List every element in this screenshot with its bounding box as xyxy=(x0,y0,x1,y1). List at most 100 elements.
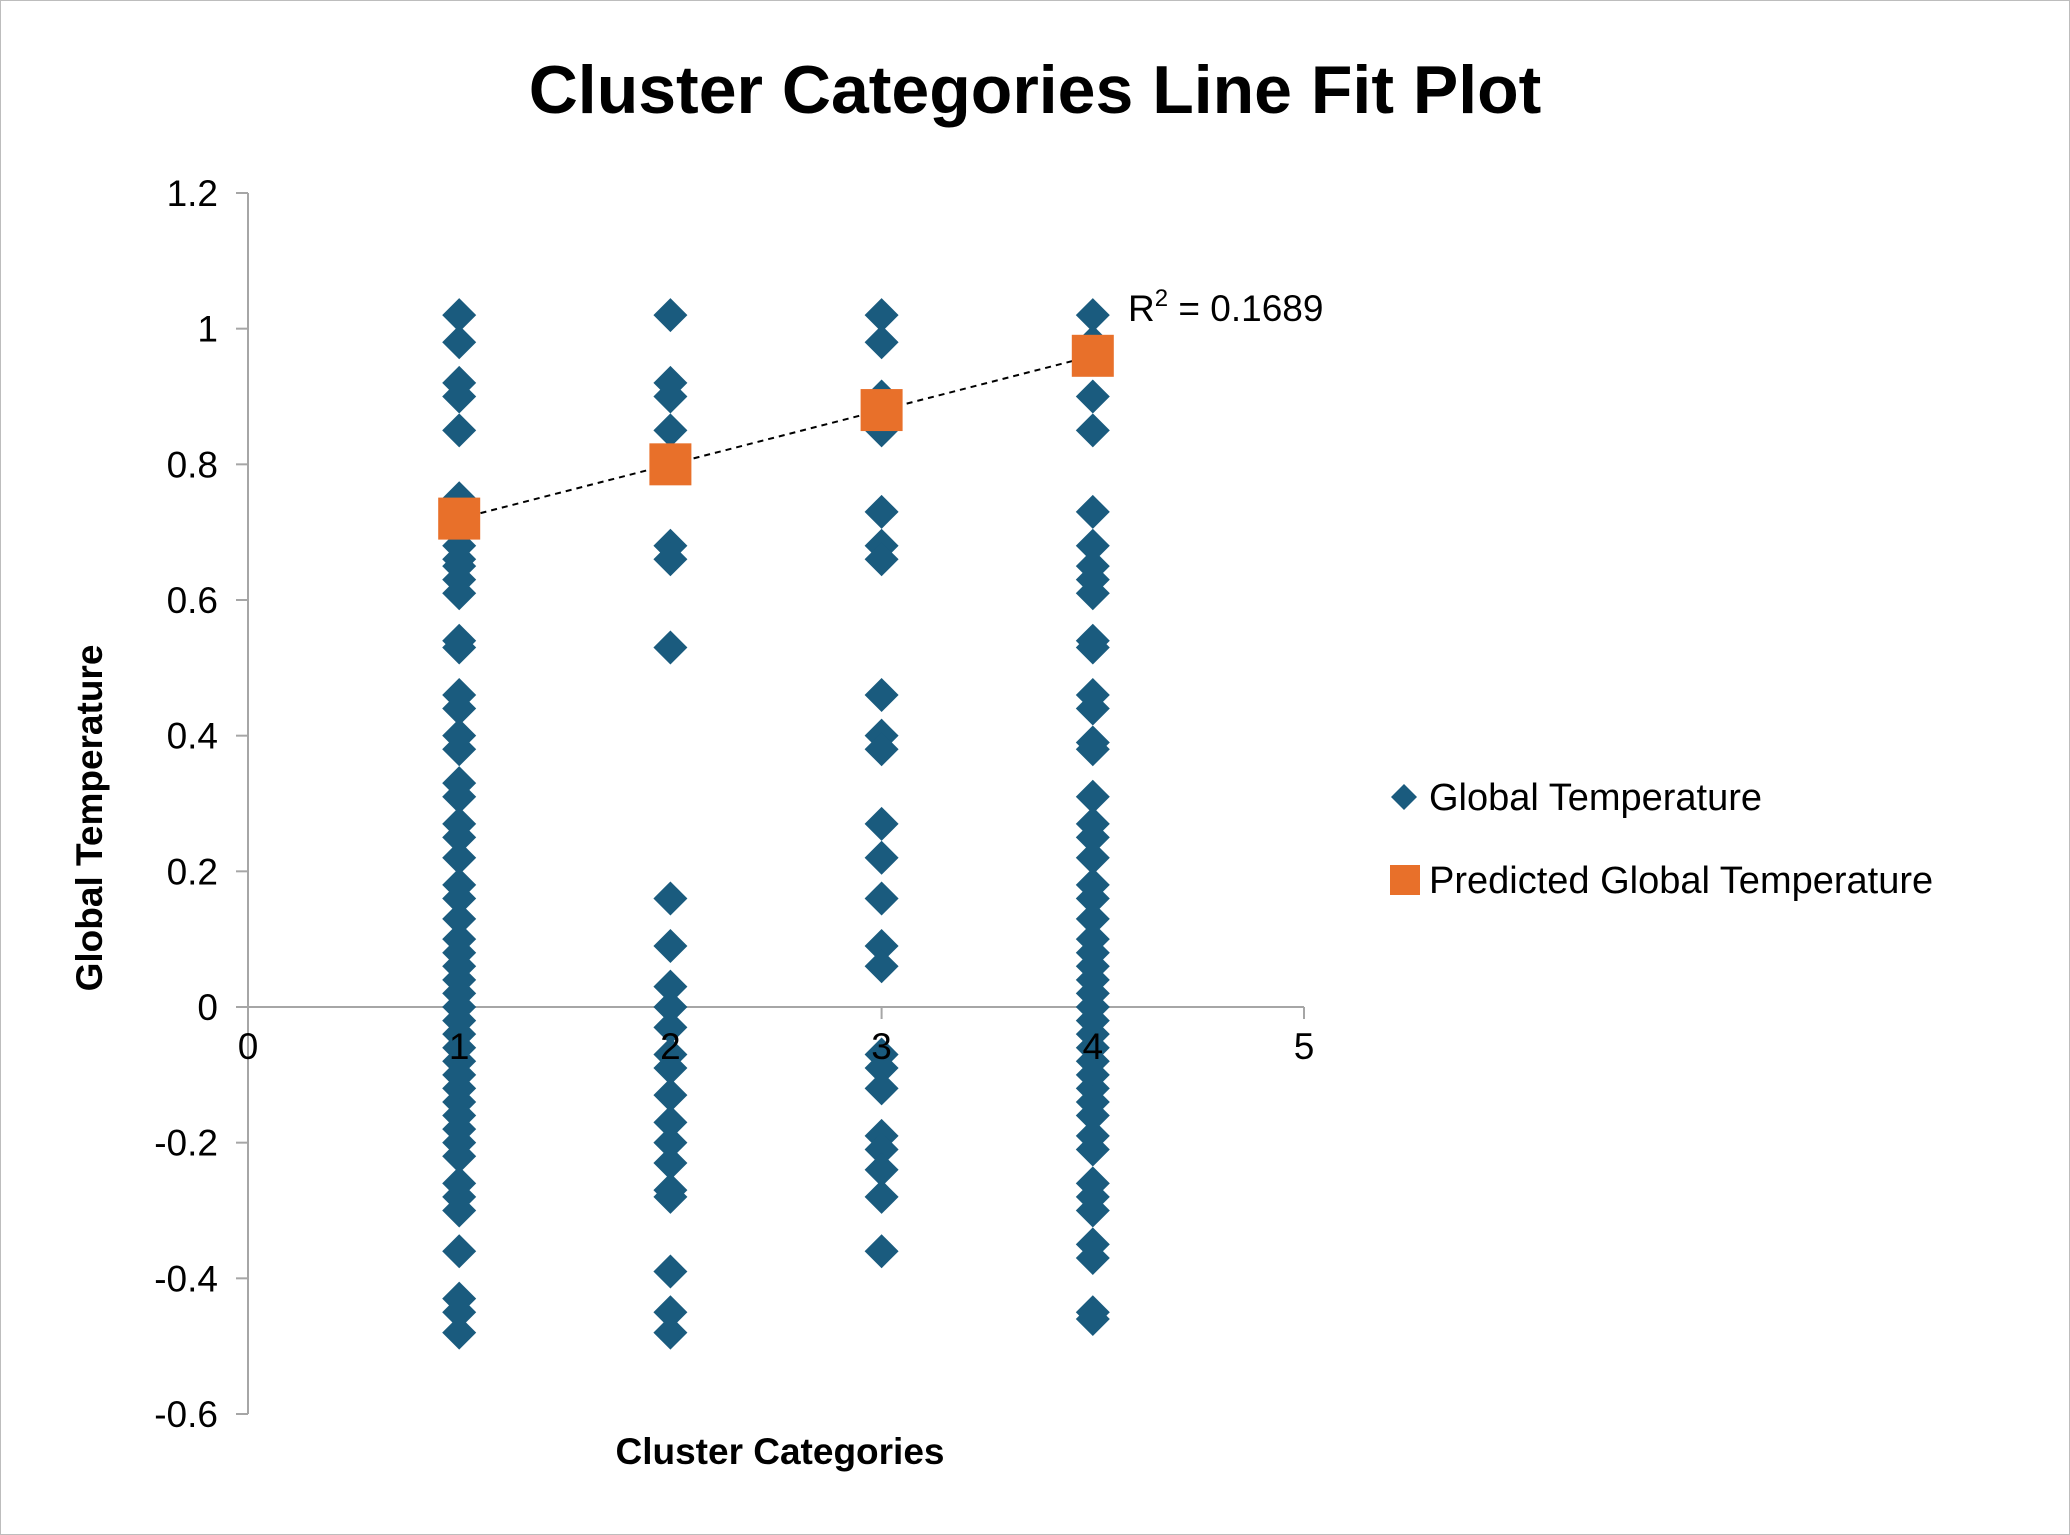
data-point-global-temperature xyxy=(442,1315,477,1350)
x-tick-label: 2 xyxy=(660,1026,681,1067)
x-tick-label: 5 xyxy=(1294,1026,1315,1067)
data-point-global-temperature xyxy=(1075,630,1110,665)
data-point-global-temperature xyxy=(1075,1193,1110,1228)
legend: Global Temperature Predicted Global Tempe… xyxy=(1390,777,1933,902)
data-point-global-temperature xyxy=(1075,413,1110,448)
data-point-global-temperature xyxy=(864,1071,899,1106)
legend-marker-global-temperature xyxy=(1391,784,1417,810)
data-point-global-temperature xyxy=(1075,901,1110,936)
data-point-global-temperature xyxy=(442,1295,477,1330)
data-point-predicted-temperature xyxy=(438,497,481,540)
x-tick-label: 3 xyxy=(871,1026,892,1067)
data-point-predicted-temperature xyxy=(649,443,692,486)
data-point-global-temperature xyxy=(864,542,899,577)
data-point-global-temperature xyxy=(653,379,688,414)
chart-title: Cluster Categories Line Fit Plot xyxy=(529,52,1542,128)
x-axis-title: Cluster Categories xyxy=(616,1431,945,1472)
data-point-global-temperature xyxy=(864,840,899,875)
data-point-global-temperature xyxy=(864,1234,899,1269)
data-point-global-temperature xyxy=(1075,494,1110,529)
data-point-global-temperature xyxy=(442,840,477,875)
legend-marker-predicted-temperature xyxy=(1390,865,1420,895)
data-point-global-temperature xyxy=(1075,379,1110,414)
data-point-global-temperature xyxy=(442,630,477,665)
data-point-global-temperature xyxy=(1075,1240,1110,1275)
data-point-global-temperature xyxy=(653,881,688,916)
data-point-global-temperature xyxy=(653,1051,688,1086)
data-point-global-temperature xyxy=(864,1152,899,1187)
r-squared-annotation: R2 = 0.1689 xyxy=(1128,285,1323,329)
data-point-global-temperature xyxy=(442,413,477,448)
data-point-global-temperature xyxy=(653,630,688,665)
y-tick-label: -0.4 xyxy=(154,1258,218,1299)
y-tick-label: 0.2 xyxy=(167,851,218,892)
data-point-global-temperature xyxy=(1075,576,1110,611)
data-point-global-temperature xyxy=(1075,779,1110,814)
data-point-global-temperature xyxy=(442,901,477,936)
data-point-global-temperature xyxy=(1075,881,1110,916)
legend-label: Global Temperature xyxy=(1429,777,1762,819)
y-tick-label: -0.6 xyxy=(154,1394,218,1435)
y-tick-label: 0.6 xyxy=(167,580,218,621)
x-tick-label: 0 xyxy=(238,1026,259,1067)
y-tick-label: 0.8 xyxy=(167,444,218,485)
data-point-global-temperature xyxy=(864,677,899,712)
trendline xyxy=(458,354,1094,520)
data-point-global-temperature xyxy=(653,1078,688,1113)
data-point-global-temperature xyxy=(442,881,477,916)
data-point-global-temperature xyxy=(1075,820,1110,855)
legend-label: Predicted Global Temperature xyxy=(1429,860,1933,902)
data-point-global-temperature xyxy=(1075,840,1110,875)
data-point-global-temperature xyxy=(653,1010,688,1045)
data-point-global-temperature xyxy=(653,990,688,1024)
data-point-global-temperature xyxy=(864,1132,899,1167)
data-point-global-temperature xyxy=(653,298,688,333)
data-point-global-temperature xyxy=(653,1315,688,1350)
data-point-global-temperature xyxy=(1075,691,1110,726)
data-point-global-temperature xyxy=(653,1146,688,1181)
x-tick-label: 1 xyxy=(449,1026,470,1067)
data-point-global-temperature xyxy=(864,494,899,529)
data-point-predicted-temperature xyxy=(860,389,903,432)
data-point-global-temperature xyxy=(442,298,477,333)
data-point-global-temperature xyxy=(864,806,899,841)
data-point-global-temperature xyxy=(653,1125,688,1160)
y-tick-label: 1.2 xyxy=(167,173,218,214)
data-point-global-temperature xyxy=(442,779,477,814)
data-point-global-temperature xyxy=(864,325,899,360)
y-axis-title: Global Temperature xyxy=(69,645,110,992)
plot-area: 1.2 1 0.8 0.6 0.4 0.2 0 -0.2 -0.4 -0.6 0 1 2 3 4 5 R2 = … xyxy=(154,173,1323,1435)
data-point-global-temperature xyxy=(864,298,899,333)
x-tick-label: 4 xyxy=(1083,1026,1104,1067)
y-tick-label: -0.2 xyxy=(154,1123,218,1164)
data-point-global-temperature xyxy=(653,1254,688,1289)
data-point-global-temperature xyxy=(653,928,688,963)
data-point-global-temperature xyxy=(1075,528,1110,563)
data-point-global-temperature xyxy=(442,820,477,855)
data-point-global-temperature xyxy=(442,379,477,414)
data-point-global-temperature xyxy=(653,1105,688,1140)
data-point-global-temperature xyxy=(864,949,899,984)
data-point-global-temperature xyxy=(442,1139,477,1174)
data-point-predicted-temperature xyxy=(1071,334,1114,377)
data-point-global-temperature xyxy=(653,1295,688,1330)
data-point-global-temperature xyxy=(653,413,688,448)
data-point-global-temperature xyxy=(442,691,477,726)
y-tick-label: 1 xyxy=(197,309,218,350)
data-point-global-temperature xyxy=(442,325,477,360)
data-point-global-temperature xyxy=(864,732,899,767)
data-point-global-temperature xyxy=(442,1193,477,1228)
y-tick-label: 0 xyxy=(197,987,218,1028)
data-point-global-temperature xyxy=(653,542,688,577)
data-point-global-temperature xyxy=(653,1179,688,1214)
data-point-global-temperature xyxy=(1075,732,1110,767)
data-point-global-temperature xyxy=(1075,1132,1110,1167)
data-point-global-temperature xyxy=(864,1179,899,1214)
data-point-global-temperature xyxy=(1075,298,1110,333)
data-point-global-temperature xyxy=(653,969,688,1004)
data-point-global-temperature xyxy=(864,928,899,963)
data-point-global-temperature xyxy=(864,1051,899,1086)
data-point-global-temperature xyxy=(442,1234,477,1269)
